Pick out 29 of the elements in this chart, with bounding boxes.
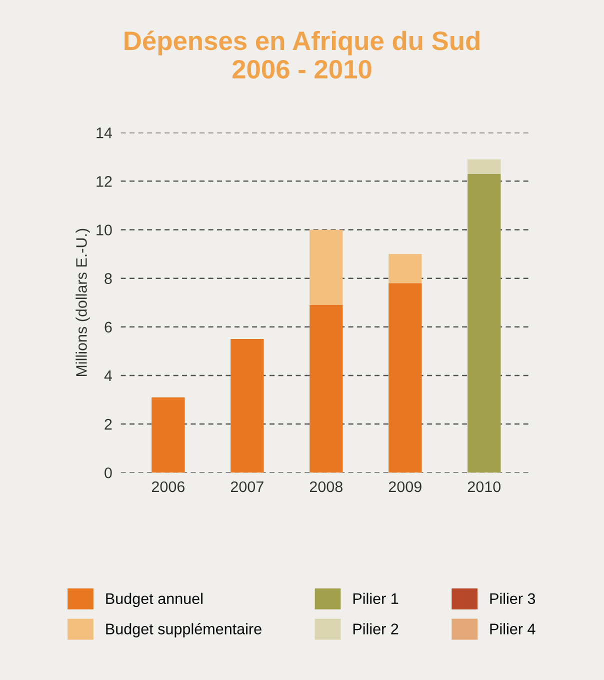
bar xyxy=(468,174,501,473)
legend-label: Pilier 3 xyxy=(490,592,536,604)
legend-label: Pilier 4 xyxy=(490,623,536,634)
y-tick-label: 2 xyxy=(104,418,112,430)
x-tick-label: 2007 xyxy=(230,481,264,492)
x-tick-label: 2008 xyxy=(310,481,342,492)
y-tick-label: 4 xyxy=(104,370,112,381)
legend-label: Pilier 1 xyxy=(353,592,398,604)
y-tick-label: 8 xyxy=(104,273,112,284)
bar xyxy=(468,159,501,174)
bar xyxy=(388,283,422,473)
legend-label: Pilier 2 xyxy=(353,623,398,634)
y-tick-label: 12 xyxy=(96,176,112,187)
chart-title: Dépenses en Afrique du Sud 2006 - 2010 xyxy=(124,30,480,79)
x-tick-label: 2009 xyxy=(388,481,422,492)
y-axis-title: Millions (dollars E.-U.) xyxy=(76,228,90,376)
bar xyxy=(152,397,185,473)
y-tick-label: 6 xyxy=(104,322,112,333)
bar xyxy=(230,339,264,473)
legend-label: Budget annuel xyxy=(106,592,202,608)
y-tick-label: 0 xyxy=(104,467,112,478)
y-tick-label: 10 xyxy=(96,224,112,236)
y-tick-label: 14 xyxy=(96,128,112,138)
x-tick-label: 2006 xyxy=(152,481,185,492)
x-tick-label: 2010 xyxy=(468,481,501,492)
bar xyxy=(310,230,343,306)
bar xyxy=(310,305,343,473)
legend-label: Budget supplémentaire xyxy=(106,622,262,638)
bar xyxy=(388,254,422,284)
